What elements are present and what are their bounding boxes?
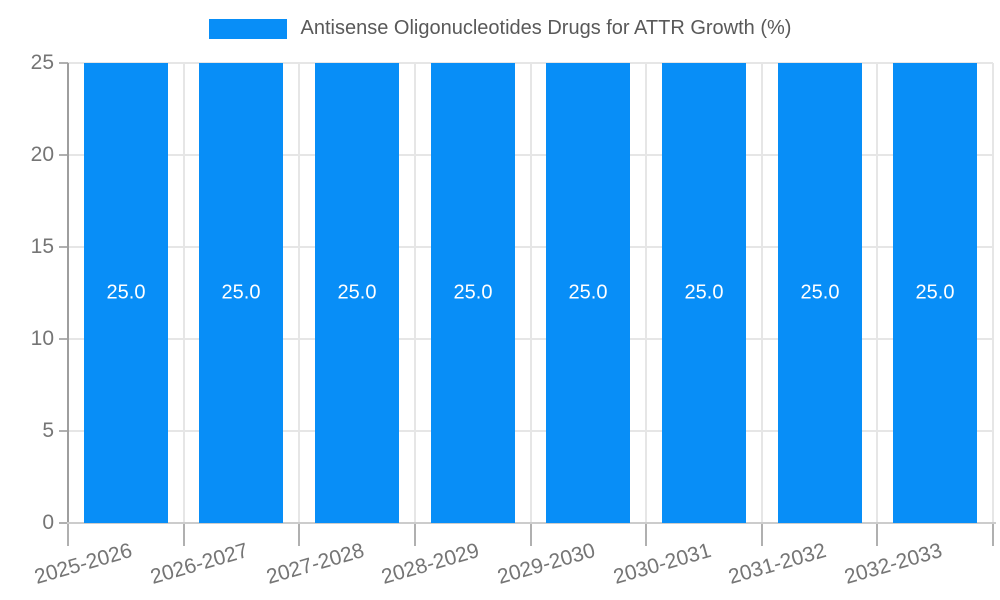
x-axis-label: 2028-2029 [379, 539, 483, 589]
x-axis-tick [298, 523, 301, 546]
bar[interactable]: 25.0 [778, 63, 862, 523]
gridline-vertical [876, 63, 879, 523]
x-axis-tick [992, 523, 994, 546]
y-axis-tick [59, 430, 68, 432]
x-axis-label: 2032-2033 [841, 539, 945, 589]
y-axis-label: 0 [42, 511, 54, 534]
gridline-vertical [298, 63, 301, 523]
bar-value-label: 25.0 [106, 281, 146, 304]
bar-value-label: 25.0 [453, 281, 493, 304]
bar-value-label: 25.0 [337, 281, 377, 304]
legend-label: Antisense Oligonucleotides Drugs for ATT… [300, 17, 792, 39]
y-axis-label: 10 [30, 327, 54, 350]
y-axis-tick [59, 62, 68, 64]
x-axis-label: 2031-2032 [726, 539, 829, 589]
bar-value-label: 25.0 [221, 281, 261, 304]
x-axis-tick [67, 523, 69, 546]
x-axis-label: 2027-2028 [263, 539, 367, 589]
y-axis-tick [59, 522, 68, 524]
legend-swatch-icon [208, 18, 287, 39]
y-axis-label: 25 [30, 51, 54, 74]
y-axis-label: 5 [42, 419, 54, 442]
bar[interactable]: 25.0 [431, 63, 515, 523]
gridline-vertical [645, 63, 648, 523]
bar-value-label: 25.0 [800, 281, 840, 304]
gridline-vertical [413, 63, 416, 523]
x-axis-tick [413, 523, 416, 546]
x-axis-line [67, 522, 996, 524]
gridline-vertical [760, 63, 763, 523]
x-axis-tick [876, 523, 879, 546]
y-axis-line [67, 63, 69, 523]
bar[interactable]: 25.0 [662, 63, 746, 523]
x-axis-label: 2030-2031 [610, 539, 714, 589]
x-axis-tick [645, 523, 648, 546]
x-axis-tick [182, 523, 185, 546]
y-axis-tick [59, 246, 68, 248]
x-axis-tick [760, 523, 763, 546]
x-axis-label: 2026-2027 [147, 539, 251, 589]
bar-value-label: 25.0 [684, 281, 724, 304]
x-axis-label: 2025-2026 [32, 539, 136, 589]
gridline-vertical [529, 63, 532, 523]
y-axis-label: 15 [30, 235, 54, 258]
x-axis-label: 2029-2030 [494, 539, 598, 589]
bar[interactable]: 25.0 [199, 63, 283, 523]
bar[interactable]: 25.0 [315, 63, 399, 523]
x-axis-tick [529, 523, 532, 546]
legend-item[interactable]: Antisense Oligonucleotides Drugs for ATT… [0, 17, 1000, 40]
gridline-vertical [992, 63, 994, 523]
bar-value-label: 25.0 [915, 281, 955, 304]
bar[interactable]: 25.0 [546, 63, 630, 523]
y-axis-tick [59, 338, 68, 340]
bar-value-label: 25.0 [568, 281, 608, 304]
y-axis-label: 20 [30, 143, 54, 166]
y-axis-tick [59, 154, 68, 156]
bar[interactable]: 25.0 [84, 63, 168, 523]
gridline-vertical [182, 63, 185, 523]
bar[interactable]: 25.0 [893, 63, 977, 523]
